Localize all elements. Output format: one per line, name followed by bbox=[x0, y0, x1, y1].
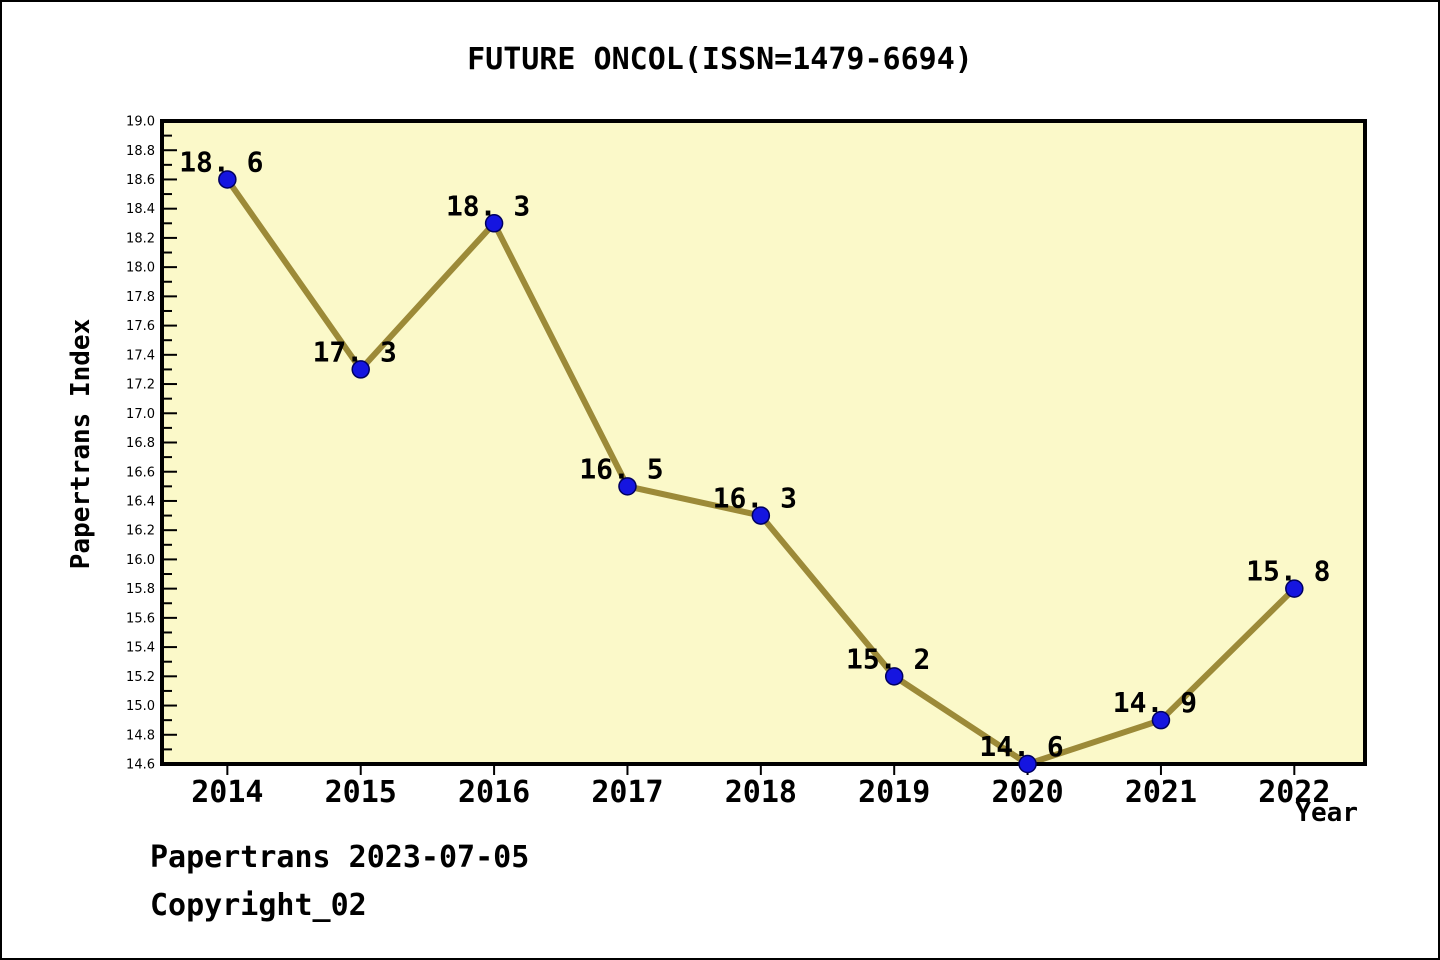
plot-area bbox=[162, 121, 1365, 764]
x-tick-label: 2019 bbox=[858, 775, 930, 810]
y-tick-label: 17.6 bbox=[126, 319, 155, 334]
chart-title: FUTURE ONCOL(ISSN=1479-6694) bbox=[467, 42, 973, 77]
x-tick-label: 2016 bbox=[458, 775, 530, 810]
x-tick-label: 2022 bbox=[1258, 775, 1330, 810]
y-tick-label: 14.6 bbox=[126, 758, 155, 773]
data-point-2016 bbox=[484, 214, 504, 233]
data-point-2018 bbox=[751, 506, 771, 525]
y-tick-label: 15.6 bbox=[126, 611, 155, 626]
y-tick-label: 16.8 bbox=[126, 436, 155, 451]
data-point-label: 16. 5 bbox=[579, 452, 663, 485]
data-point-label: 17. 3 bbox=[313, 335, 397, 368]
data-point-label: 18. 6 bbox=[179, 145, 263, 178]
data-point-label: 14. 9 bbox=[1113, 686, 1197, 719]
y-tick-label: 16.2 bbox=[126, 524, 155, 539]
y-tick-label: 15.4 bbox=[126, 641, 155, 656]
y-tick-label: 18.6 bbox=[126, 173, 155, 188]
data-point-2015 bbox=[351, 360, 370, 379]
y-tick-label: 17.2 bbox=[126, 378, 155, 393]
y-tick-label: 17.4 bbox=[126, 348, 155, 363]
x-tick-label: 2015 bbox=[325, 775, 397, 810]
y-tick-label: 18.2 bbox=[126, 231, 155, 246]
data-point-2020 bbox=[1018, 754, 1037, 774]
y-tick-label: 14.8 bbox=[126, 728, 155, 743]
footer-source-date: Papertrans 2023-07-05 bbox=[150, 840, 530, 875]
y-tick-label: 16.6 bbox=[126, 465, 155, 480]
data-point-2014 bbox=[218, 170, 237, 189]
y-tick-label: 17.0 bbox=[126, 407, 155, 422]
data-point-2021 bbox=[1151, 710, 1171, 730]
x-tick-label: 2021 bbox=[1125, 775, 1197, 810]
footer-copyright: Copyright_02 bbox=[150, 888, 367, 923]
y-tick-label: 15.0 bbox=[126, 699, 155, 714]
y-tick-label: 16.4 bbox=[126, 495, 155, 510]
y-tick-label: 19.0 bbox=[126, 115, 155, 130]
y-tick-label: 17.8 bbox=[126, 290, 155, 305]
y-tick-label: 15.2 bbox=[126, 670, 155, 685]
data-point-2022 bbox=[1285, 579, 1304, 598]
y-tick-label: 18.0 bbox=[126, 261, 155, 276]
y-tick-label: 16.0 bbox=[126, 553, 155, 568]
plot-frame bbox=[160, 119, 1367, 766]
x-tick-label: 2017 bbox=[591, 775, 663, 810]
data-point-label: 15. 8 bbox=[1246, 555, 1330, 588]
data-point-label: 14. 6 bbox=[979, 730, 1063, 763]
data-point-2019 bbox=[884, 667, 904, 686]
x-tick-label: 2018 bbox=[725, 775, 797, 810]
x-tick-label: 2014 bbox=[191, 775, 263, 810]
data-point-2017 bbox=[618, 477, 637, 496]
x-axis-title: Year bbox=[1295, 798, 1358, 828]
y-tick-label: 18.8 bbox=[126, 144, 155, 159]
data-point-label: 16. 3 bbox=[713, 482, 797, 515]
data-point-label: 18. 3 bbox=[446, 189, 530, 222]
y-tick-label: 18.4 bbox=[126, 202, 155, 217]
y-tick-label: 15.8 bbox=[126, 582, 155, 597]
x-tick-label: 2020 bbox=[991, 775, 1063, 810]
data-point-label: 15. 2 bbox=[846, 642, 930, 675]
